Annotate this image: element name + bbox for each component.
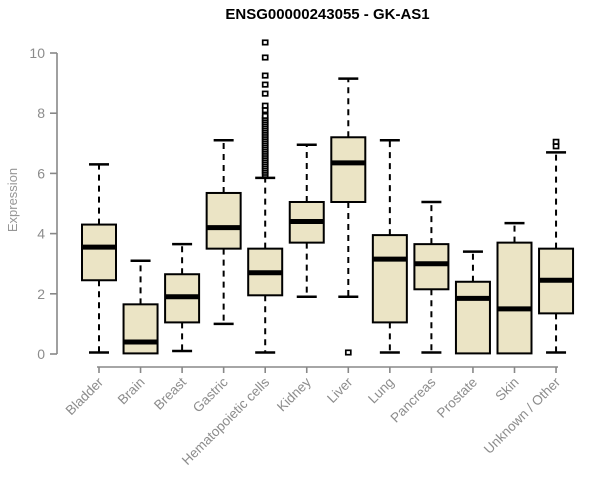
outlier-point-hematopoietic-cells	[261, 39, 269, 46]
y-tick-label: 4	[37, 226, 45, 242]
y-tick-label: 8	[37, 105, 45, 121]
box-bladder	[81, 223, 117, 282]
x-tick-label-prostate: Prostate	[434, 375, 480, 421]
x-tick-label-breast: Breast	[151, 374, 189, 412]
x-tick-label-lung: Lung	[365, 375, 397, 407]
x-tick-label-liver: Liver	[324, 374, 356, 406]
outlier-point-hematopoietic-cells	[261, 72, 269, 79]
x-tick-label-brain: Brain	[115, 375, 148, 408]
x-tick-label-gastric: Gastric	[190, 374, 231, 415]
y-tick-label: 2	[37, 286, 45, 302]
outlier-point-hematopoietic-cells	[261, 102, 269, 109]
box-skin	[496, 241, 533, 355]
y-tick-label: 10	[29, 45, 45, 61]
box-liver	[330, 136, 367, 203]
y-tick-label: 0	[37, 346, 45, 362]
box-brain	[122, 303, 159, 355]
x-tick-label-unknown-other: Unknown / Other	[481, 374, 564, 457]
x-tick-label-skin: Skin	[492, 375, 521, 404]
outlier-point-liver	[344, 349, 352, 356]
outlier-point-hematopoietic-cells	[261, 90, 269, 97]
outlier-point-hematopoietic-cells	[261, 112, 269, 119]
box-lung	[371, 234, 408, 324]
y-tick-label: 6	[37, 165, 45, 181]
x-tick-label-bladder: Bladder	[63, 374, 107, 418]
outlier-point-unknown-other	[552, 138, 560, 145]
chart-title: ENSG00000243055 - GK-AS1	[225, 6, 430, 23]
outlier-point-hematopoietic-cells	[261, 54, 269, 61]
x-tick-label-pancreas: Pancreas	[388, 374, 439, 425]
x-tick-label-kidney: Kidney	[274, 374, 314, 414]
outlier-point-hematopoietic-cells	[261, 81, 269, 88]
box-gastric	[205, 191, 242, 250]
box-pancreas	[413, 243, 450, 291]
box-prostate	[454, 280, 491, 355]
